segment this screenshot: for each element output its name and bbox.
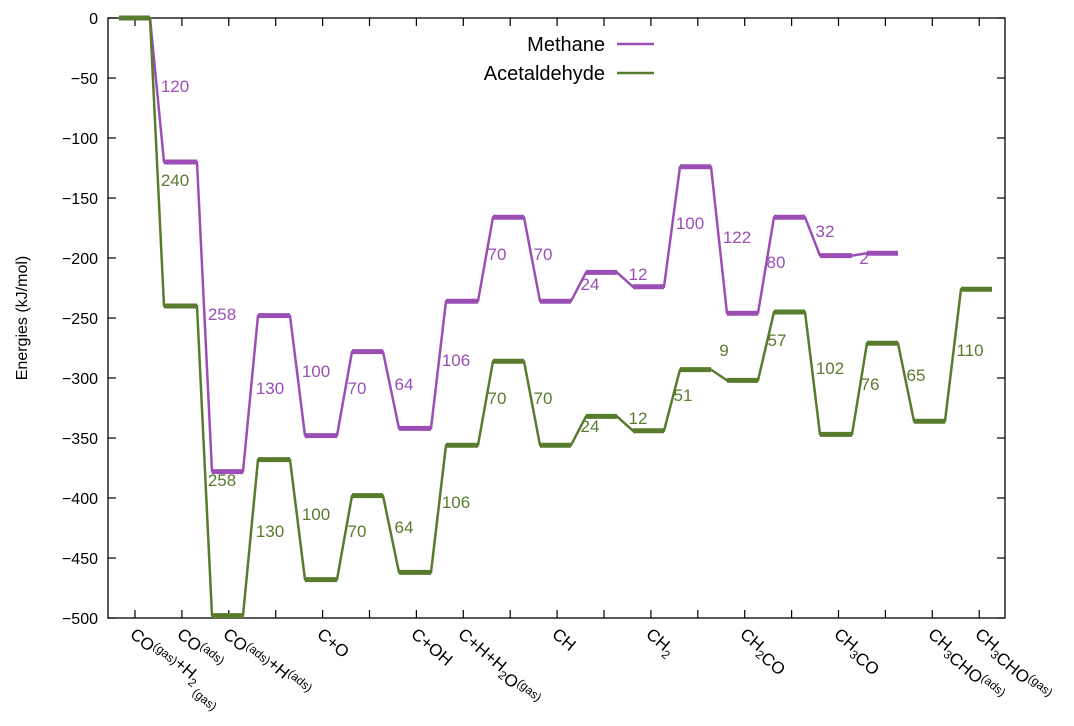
barrier-label: 12: [629, 409, 648, 428]
y-tick-label: −50: [71, 71, 98, 88]
x-tick-label-c-h-h2o: C+H+H2O(gas): [451, 625, 546, 710]
y-tick-label: −500: [62, 611, 98, 628]
barrier-label: 12: [629, 265, 648, 284]
barrier-label: 258: [208, 471, 236, 490]
x-tick-label-co-ads-h-ads: CO(ads)+H(ads): [219, 618, 315, 705]
barrier-label: 51: [674, 386, 693, 405]
barrier-label: 76: [861, 375, 880, 394]
barrier-label: 258: [208, 305, 236, 324]
y-tick-label: −200: [62, 251, 98, 268]
y-tick-label: −100: [62, 131, 98, 148]
legend-label-methane: Methane: [527, 34, 605, 56]
x-tick-label-ch3cho-gas: CH3CHO(gas): [968, 625, 1057, 705]
barrier-label: 100: [676, 214, 704, 233]
legend-label-acetaldehyde: Acetaldehyde: [484, 63, 605, 85]
barrier-label: 9: [719, 341, 728, 360]
y-tick-label: −350: [62, 431, 98, 448]
barrier-label: 130: [256, 379, 284, 398]
barrier-label: 70: [488, 389, 507, 408]
barrier-label: 130: [256, 522, 284, 541]
barrier-label: 70: [348, 379, 367, 398]
barrier-label: 106: [442, 493, 470, 512]
barrier-label: 106: [442, 351, 470, 370]
plot-border: [107, 17, 1006, 619]
y-tick-label: −250: [62, 311, 98, 328]
x-tick-label-c-oh: C+OH: [407, 625, 456, 670]
barrier-label: 70: [348, 522, 367, 541]
x-tick-label-ch: CH: [548, 625, 579, 655]
barrier-label: 70: [488, 245, 507, 264]
series-line-methane: [119, 16, 898, 473]
barrier-label: 240: [161, 171, 189, 190]
barrier-label: 100: [302, 362, 330, 381]
y-tick-label: −400: [62, 491, 98, 508]
y-tick-label: −450: [62, 551, 98, 568]
barrier-label: 110: [956, 341, 983, 360]
barrier-label: 2: [859, 249, 868, 268]
legend: Methane Acetaldehyde: [484, 34, 654, 85]
y-tick-label: −150: [62, 191, 98, 208]
series-methane: 120 258 130 100 70 64 106 70 70 24 12 100 122 80 32 2: [119, 15, 898, 475]
barrier-label: 80: [767, 253, 786, 272]
x-tick-label-ch2co: CH2CO: [733, 625, 792, 680]
x-tick-label-c-o: C+O: [313, 625, 352, 662]
x-tick-label-ch2: CH2: [640, 625, 679, 663]
barrier-label: 24: [581, 275, 600, 294]
barrier-label: 120: [161, 77, 189, 96]
y-tick-label: −300: [62, 371, 98, 388]
barrier-label: 122: [723, 228, 751, 247]
y-tick-label: 0: [89, 11, 98, 28]
x-tick-label-ch3co: CH3CO: [827, 625, 886, 680]
barrier-label: 32: [816, 222, 835, 241]
barrier-label: 64: [395, 375, 414, 394]
barrier-label: 57: [768, 331, 787, 350]
barrier-label: 70: [534, 389, 553, 408]
barrier-label: 100: [302, 505, 330, 524]
series-line-acetaldehyde: [119, 16, 992, 617]
barrier-label: 24: [581, 417, 600, 436]
barrier-label: 102: [816, 359, 844, 378]
barrier-label: 70: [534, 245, 553, 264]
barrier-label: 64: [395, 518, 414, 537]
series-layer: 120 258 130 100 70 64 106 70 70 24 12 100 122 80 32 2 24…: [119, 15, 992, 619]
plot-frame: [107, 17, 1006, 619]
y-axis-ticks: 0 −50 −100 −150 −200 −250 −300 −350 −400 −450 −500: [62, 11, 1005, 628]
y-axis-label: Energies (kJ/mol): [14, 256, 31, 380]
barrier-label: 65: [907, 366, 926, 385]
